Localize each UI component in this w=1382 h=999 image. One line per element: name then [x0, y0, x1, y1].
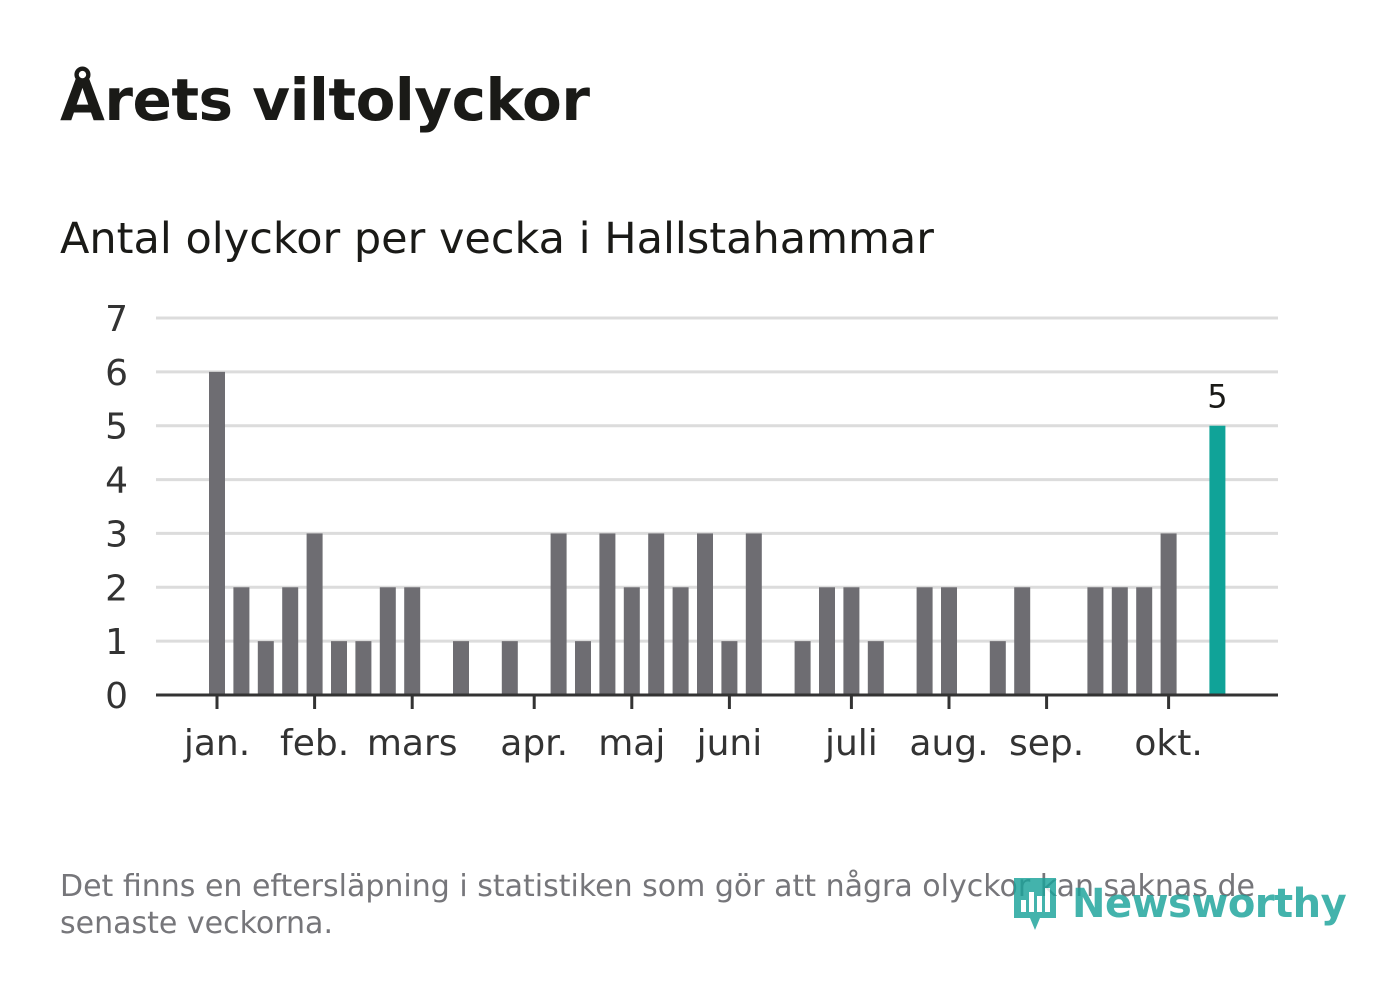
annotations: 5 [1207, 378, 1227, 416]
y-tick-label: 4 [105, 461, 128, 502]
bar-week-34 [1014, 587, 1031, 695]
x-axis: jan. feb. mars apr. maj juni juli aug. sep. okt. [156, 693, 1278, 764]
bar-week-30 [916, 587, 933, 695]
bar-week-39 [1136, 587, 1153, 695]
brand-logo: Newsworthy [1010, 874, 1347, 934]
y-tick-label: 5 [105, 407, 128, 448]
gridlines [156, 316, 1278, 643]
bar-highlight-week-42 [1209, 425, 1226, 695]
bar-chart: 0 1 2 3 4 5 6 7 jan. feb. mars apr. maj juni juli aug.… [105, 299, 1278, 764]
x-tick-label: jan. [183, 723, 250, 764]
bar-week-38 [1111, 587, 1128, 695]
x-tick-label: apr. [500, 723, 568, 764]
bars [209, 371, 1226, 695]
bar-week-2 [233, 587, 250, 695]
bar-week-37 [1087, 587, 1104, 695]
bar-week-21 [697, 533, 713, 695]
newsworthy-logo-icon [1014, 878, 1056, 930]
bar-week-6 [331, 641, 347, 695]
bar-week-1 [209, 371, 225, 695]
bar-week-8 [379, 587, 396, 695]
x-tick-label: aug. [909, 723, 988, 764]
chart-title: Årets viltolyckor [60, 66, 590, 134]
bar-week-19 [648, 533, 665, 695]
bar-week-4 [282, 587, 299, 695]
bar-week-11 [453, 641, 469, 695]
bar-week-31 [941, 587, 957, 695]
x-tick-label: okt. [1134, 723, 1202, 764]
bar-week-40 [1160, 533, 1177, 695]
bar-week-15 [550, 533, 567, 695]
x-tick-label: juli [824, 723, 878, 764]
bar-week-25 [794, 641, 811, 695]
y-tick-label: 2 [105, 568, 128, 609]
bar-week-28 [867, 641, 884, 695]
brand-name: Newsworthy [1072, 881, 1347, 927]
x-tick-label: juni [696, 723, 763, 764]
bar-week-3 [257, 641, 274, 695]
bar-week-27 [843, 587, 860, 695]
y-axis-labels: 0 1 2 3 4 5 6 7 [105, 299, 128, 717]
data-label-highlight: 5 [1207, 378, 1227, 416]
bar-week-17 [599, 533, 616, 695]
bar-week-26 [819, 587, 835, 695]
bar-week-23 [745, 533, 762, 695]
y-tick-label: 6 [105, 353, 128, 394]
x-tick-label: sep. [1009, 723, 1084, 764]
bar-week-22 [721, 641, 738, 695]
y-tick-label: 3 [105, 514, 128, 555]
bar-week-20 [672, 587, 689, 695]
x-tick-label: feb. [280, 723, 349, 764]
bar-week-16 [575, 641, 591, 695]
chart-subtitle: Antal olyckor per vecka i Hallstahammar [60, 214, 934, 264]
y-tick-label: 7 [105, 299, 128, 340]
bar-week-7 [355, 641, 372, 695]
y-tick-label: 0 [105, 676, 128, 717]
x-tick-label: mars [367, 723, 458, 764]
bar-week-33 [989, 641, 1006, 695]
y-tick-label: 1 [105, 622, 128, 663]
bar-week-13 [501, 641, 518, 695]
bar-week-9 [404, 587, 421, 695]
bar-week-18 [623, 587, 640, 695]
bar-week-5 [306, 533, 323, 695]
x-tick-label: maj [598, 723, 665, 764]
